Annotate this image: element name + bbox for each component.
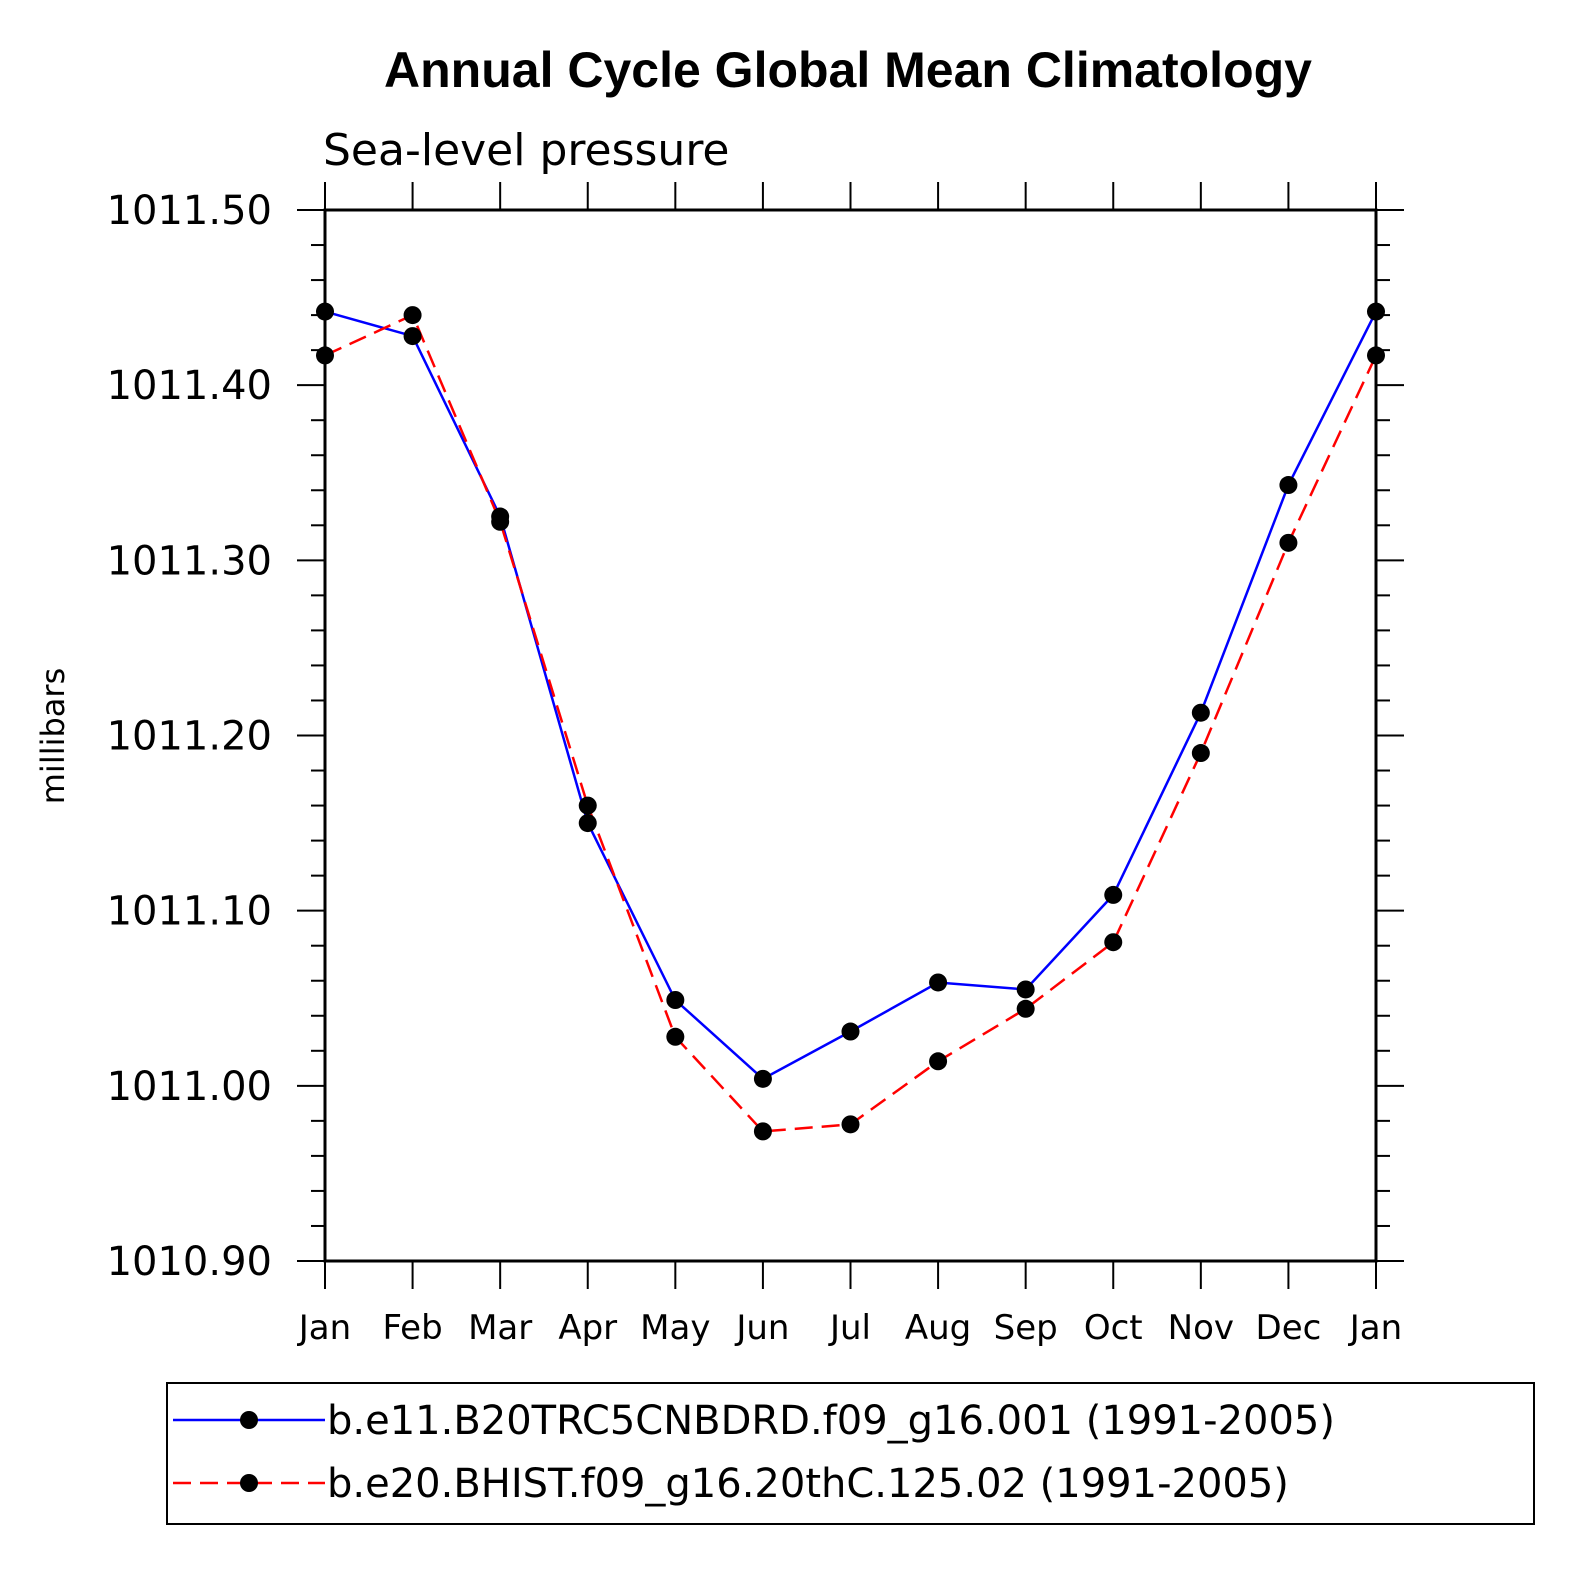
x-tick-label: Feb <box>382 1308 442 1348</box>
y-tick-label: 1010.90 <box>107 1239 272 1285</box>
series-1-point <box>1191 703 1210 722</box>
legend-marker-series-2 <box>240 1474 258 1492</box>
series-2-point <box>1367 346 1385 365</box>
chart-subtitle: Sea-level pressure <box>323 125 730 176</box>
y-tick-label: 1011.20 <box>107 714 272 760</box>
series-2-point <box>1016 999 1035 1018</box>
series-1-point <box>316 302 334 321</box>
series-1-point <box>753 1069 772 1088</box>
series-2-point <box>578 796 597 815</box>
x-tick-label: Oct <box>1084 1308 1143 1348</box>
series-2-point <box>841 1115 860 1134</box>
x-tick-label: Jul <box>828 1308 871 1348</box>
series-2-point <box>929 1052 948 1071</box>
legend-marker-series-1 <box>240 1411 258 1429</box>
x-tick-label: Aug <box>905 1308 971 1348</box>
series-2-point <box>403 306 422 325</box>
y-axis: 1010.90 1011.00 1011.10 1011.20 1011.30 1011.… <box>107 188 1404 1285</box>
y-tick-label: 1011.00 <box>107 1064 272 1110</box>
x-tick-label: May <box>640 1308 710 1348</box>
y-tick-label: 1011.40 <box>107 363 272 409</box>
x-tick-label: Apr <box>558 1308 617 1348</box>
y-tick-label: 1011.10 <box>107 889 272 935</box>
chart-title: Annual Cycle Global Mean Climatology <box>384 42 1312 98</box>
series-2-point <box>753 1122 772 1141</box>
legend: b.e11.B20TRC5CNBDRD.f09_g16.001 (1991-20… <box>166 1382 1535 1525</box>
x-tick-label: Dec <box>1256 1308 1322 1348</box>
series-1-point <box>578 814 597 833</box>
series-2-point <box>316 346 334 365</box>
x-axis: Jan Feb Mar Apr May Jun Jul Aug Sep Oct Nov Dec Jan <box>297 182 1402 1348</box>
series-1-point <box>929 973 948 992</box>
series-line-2 <box>324 313 1378 1133</box>
x-tick-label: Nov <box>1168 1308 1234 1348</box>
legend-label-series-1: b.e11.B20TRC5CNBDRD.f09_g16.001 (1991-20… <box>327 1398 1335 1444</box>
series-2-point <box>666 1027 685 1046</box>
x-tick-label: Mar <box>468 1308 532 1348</box>
x-tick-label: Sep <box>994 1308 1058 1348</box>
series-2-point <box>1191 744 1210 763</box>
plot-area <box>316 302 1385 1141</box>
series-1-point <box>1279 476 1298 495</box>
series-1-point <box>403 327 422 346</box>
x-tick-label: Jan <box>1348 1308 1402 1348</box>
y-tick-label: 1011.50 <box>107 188 272 234</box>
y-axis-label: millibars <box>34 668 72 804</box>
series-1-point <box>1104 885 1123 904</box>
series-1-point <box>841 1022 860 1041</box>
series-2-point <box>1104 933 1123 952</box>
y-tick-label: 1011.30 <box>107 538 272 584</box>
series-1-point <box>1016 980 1035 999</box>
legend-box <box>166 1382 1535 1525</box>
legend-label-series-2: b.e20.BHIST.f09_g16.20thC.125.02 (1991-2… <box>327 1461 1289 1507</box>
x-tick-label: Jan <box>297 1308 351 1348</box>
series-1-point <box>666 991 685 1010</box>
series-line-1 <box>324 310 1378 1081</box>
series-1-point <box>1367 302 1385 321</box>
series-2-point <box>1279 533 1298 552</box>
series-2-point <box>491 512 510 531</box>
x-tick-label: Jun <box>734 1308 789 1348</box>
plot-frame <box>323 208 1378 1263</box>
